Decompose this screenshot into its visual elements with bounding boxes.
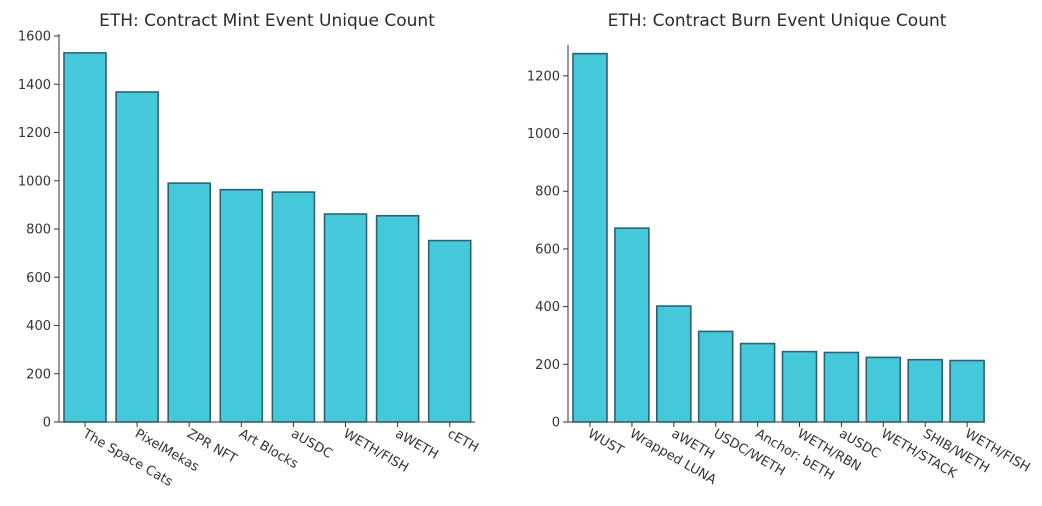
burn-y-tick-label: 1000 [527, 127, 560, 142]
mint-chart-title: ETH: Contract Mint Event Unique Count [99, 11, 435, 31]
mint-bar[interactable] [375, 214, 420, 423]
burn-y-tick-label: 400 [535, 300, 560, 315]
burn-bar[interactable] [781, 350, 818, 423]
burn-bar[interactable] [697, 330, 734, 423]
mint-bar[interactable] [271, 191, 316, 423]
burn-y-tick-label: 600 [535, 242, 560, 257]
mint-y-tick-label: 200 [26, 367, 51, 382]
mint-y-tick-label: 600 [26, 271, 51, 286]
mint-y-tick-label: 1200 [18, 126, 51, 141]
mint-bar[interactable] [63, 52, 107, 423]
mint-y-tick-label: 1400 [18, 78, 51, 93]
burn-y-tick-label: 800 [535, 185, 560, 200]
burn-bar[interactable] [865, 356, 902, 423]
burn-chart-title: ETH: Contract Burn Event Unique Count [608, 11, 947, 31]
burn-bar[interactable] [614, 227, 650, 423]
mint-y-tick-label: 400 [26, 319, 51, 334]
mint-bar[interactable] [115, 91, 159, 423]
burn-bar[interactable] [655, 305, 692, 423]
burn-y-tick-label: 200 [535, 358, 560, 373]
mint-x-tick-label: The Space Cats [79, 426, 175, 490]
burn-bar[interactable] [572, 52, 608, 423]
burn-bar[interactable] [949, 359, 985, 423]
mint-bar[interactable] [427, 239, 472, 423]
mint-bar[interactable] [167, 182, 211, 423]
mint-y-tick-label: 800 [26, 223, 51, 238]
mint-y-tick-label: 1600 [18, 30, 51, 45]
mint-bar[interactable] [323, 213, 368, 423]
burn-y-tick-label: 1200 [527, 69, 560, 84]
burn-y-tick-label: 0 [552, 416, 560, 431]
burn-bar[interactable] [739, 342, 776, 423]
mint-y-tick-label: 1000 [18, 174, 51, 189]
mint-x-tick-label: cETH [445, 426, 481, 456]
burn-x-tick-label: USDC/WETH [711, 426, 788, 479]
mint-bar[interactable] [219, 188, 264, 423]
mint-y-tick-label: 0 [43, 416, 51, 431]
burn-bar[interactable] [907, 358, 944, 423]
burn-bar[interactable] [823, 351, 860, 423]
burn-x-tick-label: WUST [585, 426, 626, 458]
